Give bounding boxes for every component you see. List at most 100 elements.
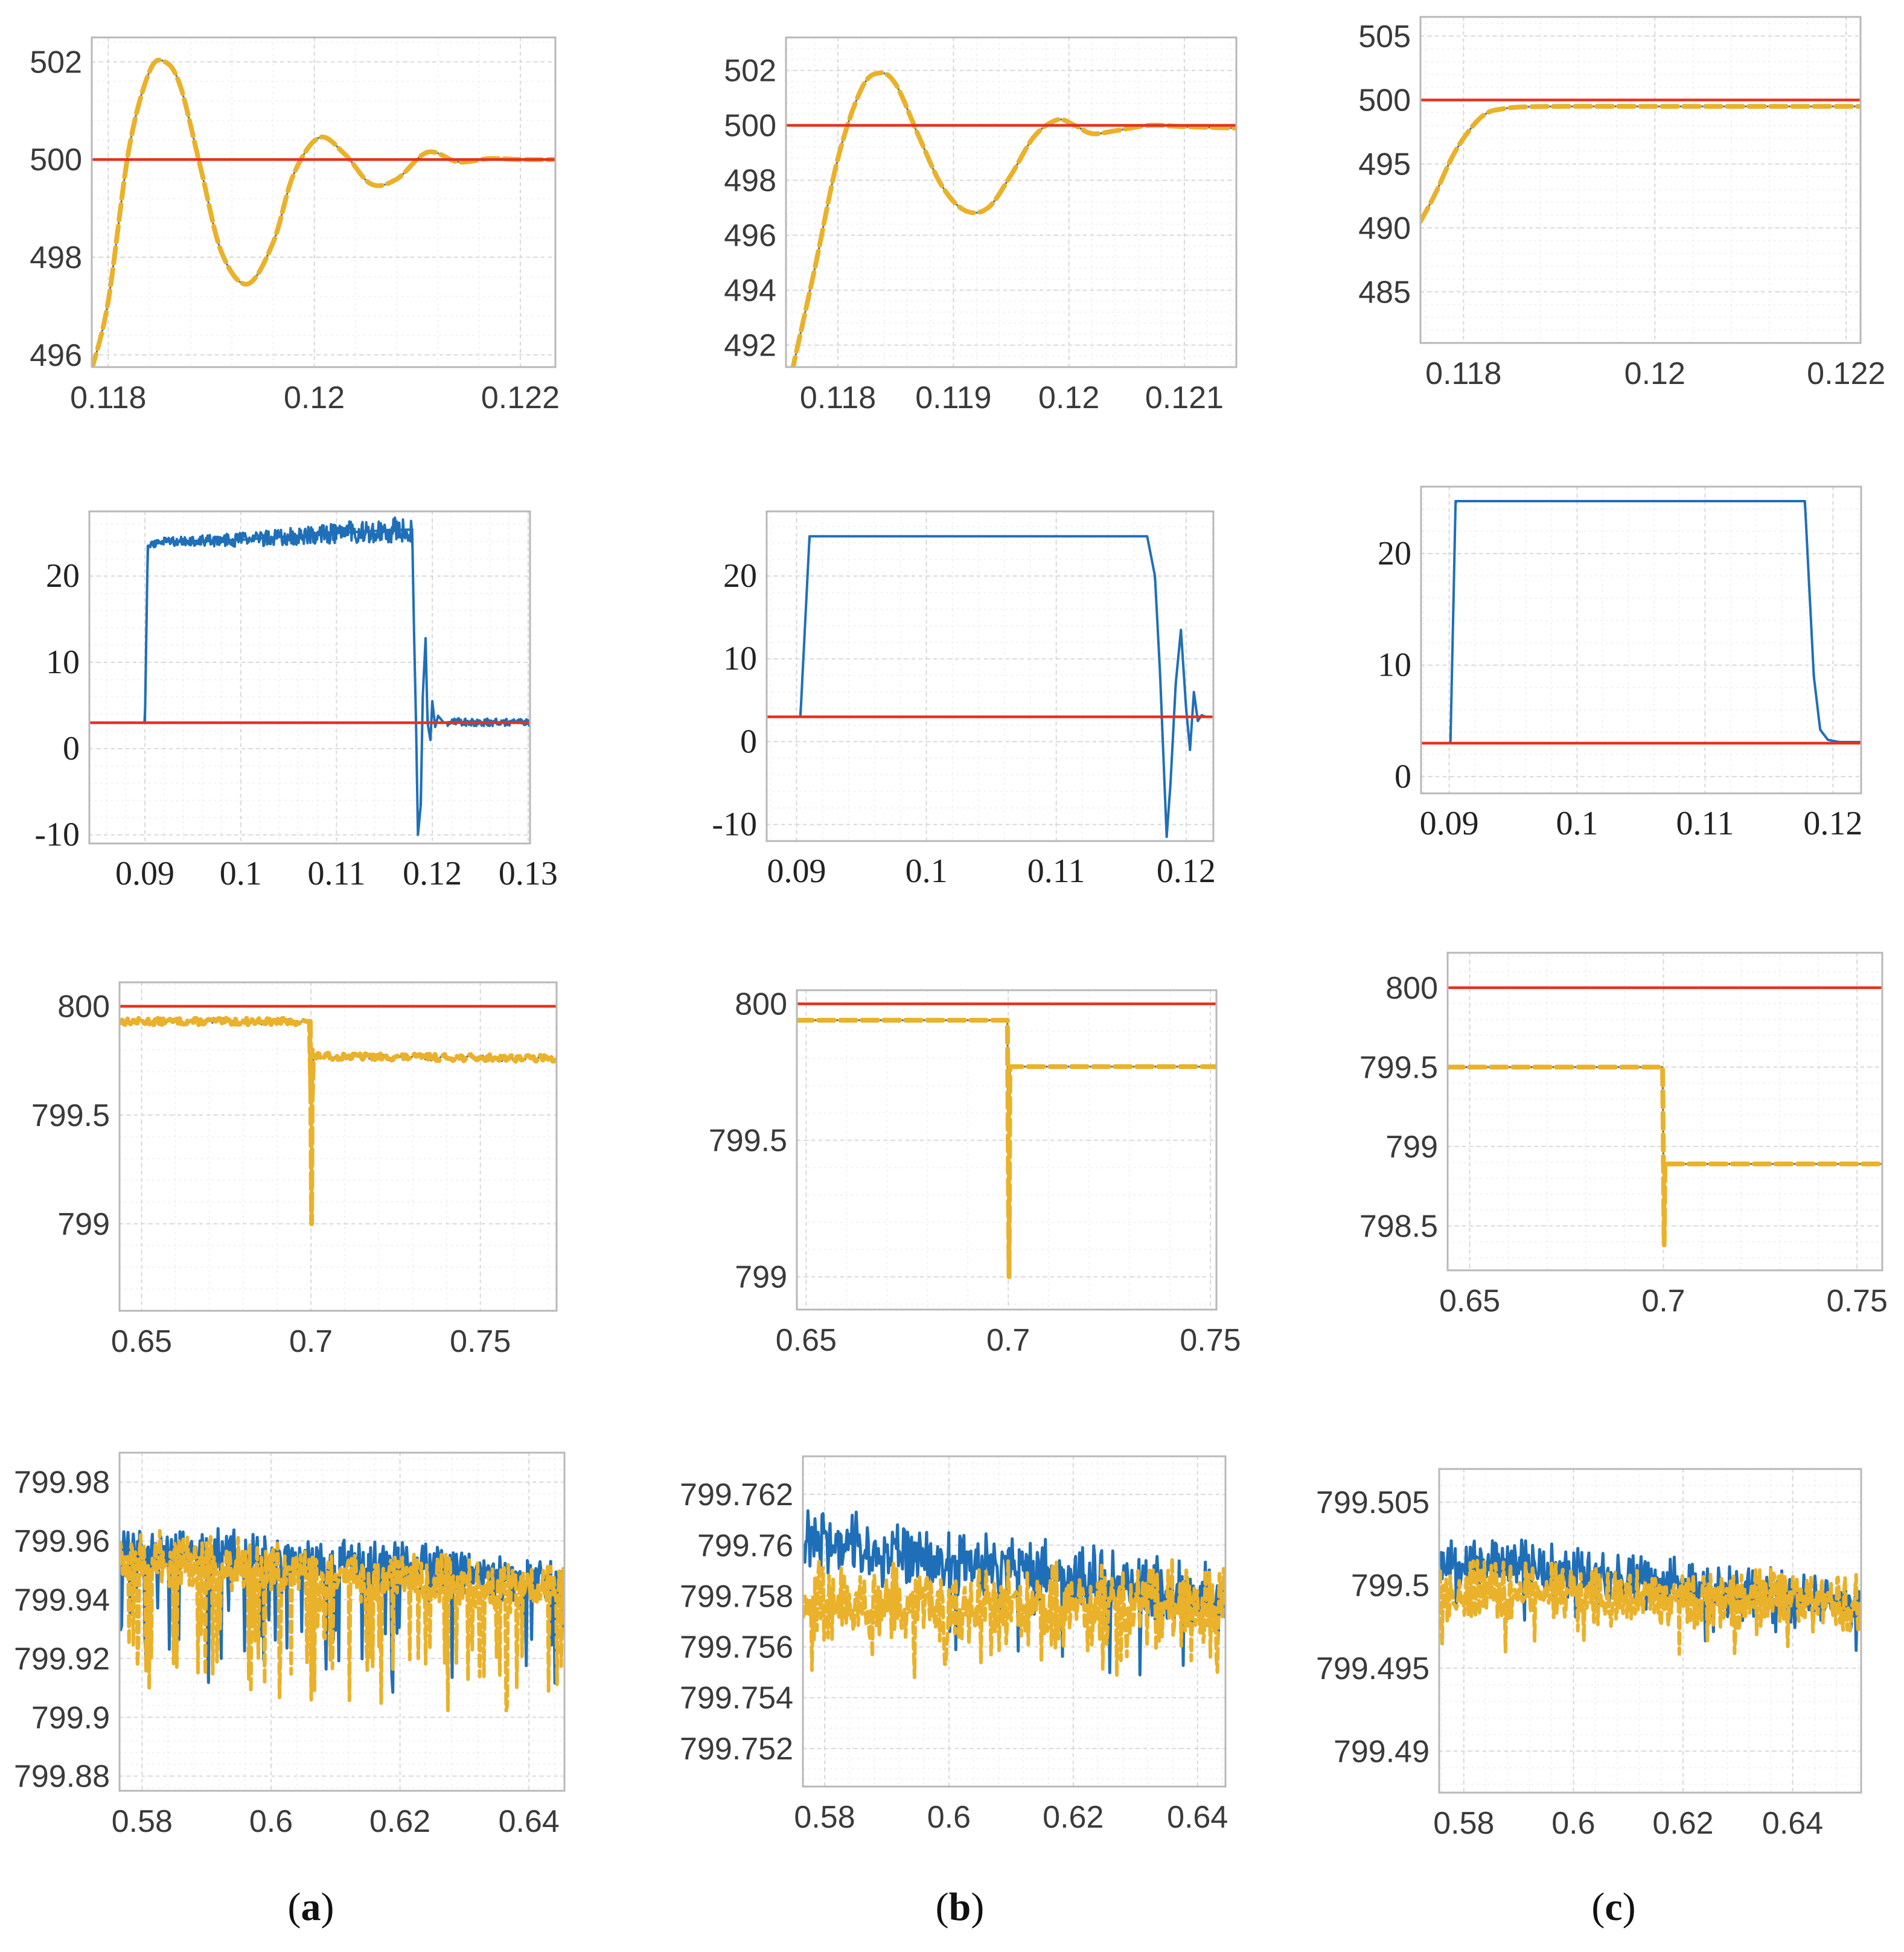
grid xyxy=(767,511,1213,841)
series-voltage xyxy=(797,1017,1216,1279)
series-current xyxy=(767,535,1213,839)
chart-row3-a: 0.65 0.7 0.75 799 799.5 800 xyxy=(31,981,558,1359)
y-tick-label: 494 xyxy=(724,274,776,309)
grid xyxy=(786,37,1236,367)
plot-content xyxy=(767,535,1213,839)
y-tick-label: 799.5 xyxy=(1351,1568,1430,1603)
x-tick-label: 0.09 xyxy=(115,855,174,892)
x-tick-label: 0.62 xyxy=(369,1804,430,1839)
plot-frame xyxy=(765,510,1215,842)
plot-area xyxy=(88,510,531,845)
y-tick-label: 799.98 xyxy=(14,1465,110,1500)
x-tick-label: 0.119 xyxy=(915,380,991,415)
y-tick-label: 10 xyxy=(1378,647,1411,684)
plot-area xyxy=(785,36,1238,368)
y-tick-label: 799.92 xyxy=(14,1642,110,1677)
chart-row3-c: 0.65 0.7 0.75 798.5 799 799.5 800 xyxy=(1359,952,1888,1319)
y-tick-label: 799.762 xyxy=(680,1477,793,1512)
y-tick-label: 490 xyxy=(1358,211,1411,246)
plot-frame xyxy=(1446,952,1883,1272)
x-tick-label: 0.75 xyxy=(450,1324,511,1359)
x-tick-label: 0.12 xyxy=(403,855,462,892)
x-tick-label: 0.118 xyxy=(1425,356,1501,391)
y-tick-label: 496 xyxy=(724,219,776,254)
plot-frame xyxy=(1419,16,1862,344)
y-tick-label: 800 xyxy=(1385,971,1438,1006)
plot-frame xyxy=(802,1455,1227,1788)
plot-frame xyxy=(91,36,557,368)
chart-row2-b: 0.09 0.1 0.11 0.12 -10 0 10 20 xyxy=(712,510,1216,890)
plot-frame xyxy=(1438,1468,1862,1794)
chart-row4-c: 0.58 0.6 0.62 0.64 799.49 799.495 799.5 799.505 xyxy=(1316,1468,1862,1841)
plot-content xyxy=(120,1016,557,1226)
grid xyxy=(89,511,530,843)
x-tick-label: 0.7 xyxy=(1641,1284,1685,1319)
x-tick-label: 0.7 xyxy=(986,1323,1030,1358)
chart-row1-b: 0.118 0.119 0.12 0.121 492 494 496 498 500 502 xyxy=(724,36,1238,415)
plot-area xyxy=(1420,485,1862,795)
x-tick-label: 0.12 xyxy=(1157,853,1216,890)
x-tick-label: 0.13 xyxy=(499,855,558,892)
y-tick-label: 799.94 xyxy=(14,1582,110,1618)
y-tick-label: 485 xyxy=(1358,275,1411,310)
y-tick-label: 799.5 xyxy=(709,1124,787,1159)
y-tick-label: 20 xyxy=(1378,535,1411,572)
plot-frame xyxy=(118,981,558,1312)
y-tick-label: 20 xyxy=(46,557,80,595)
y-tick-label: 799.5 xyxy=(31,1098,110,1133)
chart-row4-b: 0.58 0.6 0.62 0.64 799.752 799.754 799.756 799.… xyxy=(680,1455,1228,1835)
x-tick-label: 0.12 xyxy=(1803,805,1862,842)
x-tick-label: 0.75 xyxy=(1827,1284,1888,1319)
x-tick-label: 0.62 xyxy=(1043,1800,1104,1835)
y-tick-label: 502 xyxy=(30,45,82,80)
x-tick-label: 0.12 xyxy=(284,380,345,415)
x-tick-label: 0.65 xyxy=(1439,1284,1500,1319)
y-tick-label: 10 xyxy=(46,644,80,681)
x-tick-label: 0.118 xyxy=(70,380,146,415)
series-response xyxy=(1420,104,1861,224)
y-tick-label: 800 xyxy=(735,987,787,1022)
y-tick-label: 799 xyxy=(1385,1130,1438,1165)
y-tick-label: 496 xyxy=(30,338,82,373)
series-response xyxy=(92,57,555,367)
chart-row4-a: 0.58 0.6 0.62 0.64 799.88 799.9 799.92 799.94 79… xyxy=(14,1451,566,1839)
x-tick-label: 0.58 xyxy=(112,1804,173,1839)
y-tick-label: 0 xyxy=(1394,758,1411,795)
x-tick-label: 0.09 xyxy=(1420,805,1479,842)
y-tick-label: 799.9 xyxy=(31,1700,110,1735)
y-tick-label: 498 xyxy=(724,164,776,199)
plot-content xyxy=(92,57,555,367)
y-tick-label: 798.5 xyxy=(1359,1209,1438,1244)
series-current xyxy=(1421,500,1861,744)
caption-c: (c) xyxy=(1591,1885,1635,1929)
y-tick-label: 799.758 xyxy=(680,1579,793,1614)
plot-frame xyxy=(796,989,1218,1311)
y-tick-label: 0 xyxy=(63,730,80,767)
y-tick-label: -10 xyxy=(34,816,80,854)
series-orange xyxy=(803,1556,1225,1680)
y-tick-label: 492 xyxy=(724,328,776,363)
plot-area xyxy=(765,510,1215,842)
y-tick-label: 799.96 xyxy=(14,1524,110,1559)
y-tick-label: 799.752 xyxy=(680,1732,793,1767)
y-tick-label: -10 xyxy=(712,806,757,843)
y-tick-label: 500 xyxy=(30,142,82,178)
x-tick-label: 0.121 xyxy=(1145,380,1224,415)
x-tick-label: 0.64 xyxy=(1762,1806,1823,1841)
chart-row2-a: 0.09 0.1 0.11 0.12 0.13 -10 0 10 20 xyxy=(34,510,558,892)
chart-row2-c: 0.09 0.1 0.11 0.12 0 10 20 xyxy=(1378,485,1862,842)
series-blue xyxy=(803,1509,1225,1677)
plot-frame xyxy=(1420,485,1862,795)
plot-content xyxy=(803,1509,1225,1680)
x-tick-label: 0.6 xyxy=(249,1804,293,1839)
x-tick-label: 0.58 xyxy=(794,1800,855,1835)
x-tick-label: 0.11 xyxy=(307,855,365,892)
x-tick-label: 0.6 xyxy=(927,1800,971,1835)
plot-content xyxy=(1439,1538,1861,1656)
y-tick-label: 799.49 xyxy=(1334,1734,1430,1769)
x-tick-label: 0.65 xyxy=(111,1324,172,1359)
series-orange xyxy=(1439,1558,1861,1656)
y-tick-label: 799.88 xyxy=(14,1759,110,1794)
y-tick-label: 799 xyxy=(57,1207,110,1242)
